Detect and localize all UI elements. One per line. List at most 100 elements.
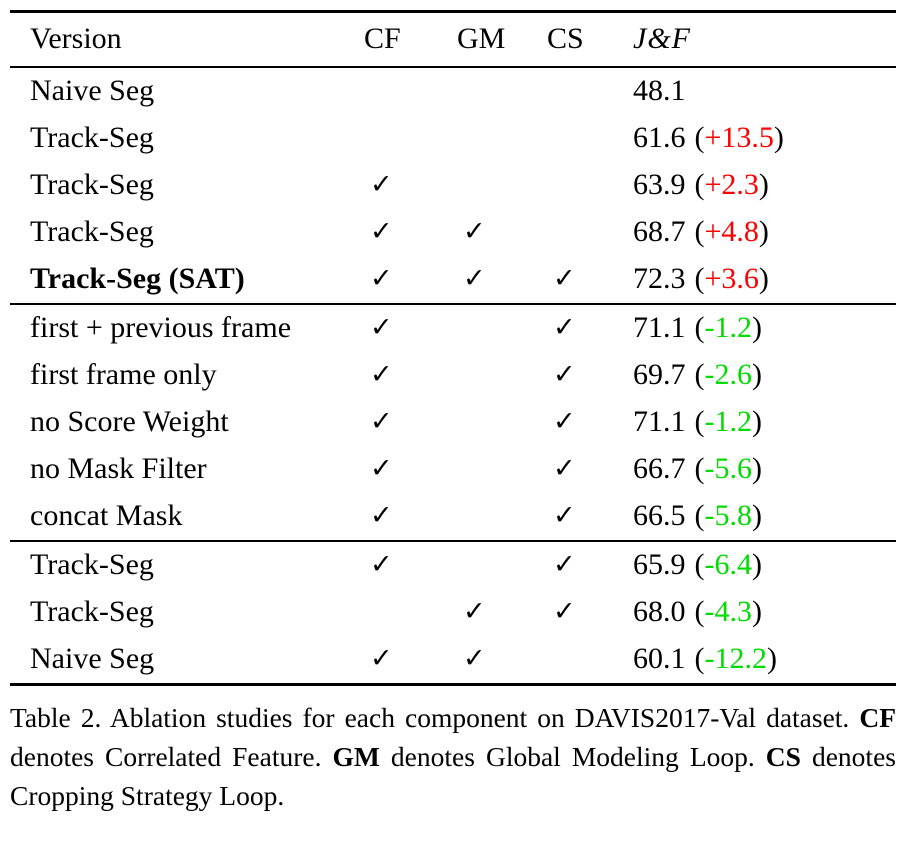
cf-check: ✓ — [370, 643, 393, 674]
paren-close: ) — [752, 452, 762, 485]
score-cell: 60.1 (-12.2) — [633, 636, 896, 685]
gm-check — [455, 446, 545, 493]
version-cell: concat Mask — [30, 499, 183, 532]
delta: (+13.5) — [695, 121, 784, 154]
paren-close: ) — [752, 311, 762, 344]
gm-check — [455, 352, 545, 399]
gm-check — [455, 304, 545, 352]
delta-value: -2.6 — [704, 358, 753, 391]
cf-check — [362, 589, 455, 636]
table-figure: Version CF GM CS J&F Naive Seg 48.1 Trac… — [10, 0, 896, 815]
gm-check — [455, 399, 545, 446]
paren-open: ( — [694, 262, 705, 295]
header-cf: CF — [364, 22, 401, 55]
cs-check: ✓ — [553, 406, 576, 437]
score-cell: 72.3 (+3.6) — [633, 256, 896, 304]
score-value: 68.7 — [633, 215, 686, 248]
score-value: 71.1 — [633, 405, 686, 438]
cs-check — [545, 209, 633, 256]
score-value: 65.9 — [633, 548, 686, 581]
paren-open: ( — [694, 452, 705, 485]
cf-check — [362, 115, 455, 162]
gm-check: ✓ — [463, 216, 486, 247]
gm-check — [455, 493, 545, 541]
version-cell: first frame only — [30, 358, 217, 391]
score-cell: 71.1 (-1.2) — [633, 399, 896, 446]
gm-check — [455, 115, 545, 162]
header-version: Version — [30, 22, 122, 55]
score-value: 66.7 — [633, 452, 686, 485]
score-value: 69.7 — [633, 358, 686, 391]
paren-open: ( — [694, 405, 705, 438]
score-value: 60.1 — [633, 642, 686, 675]
cs-check — [545, 115, 633, 162]
cs-check: ✓ — [553, 312, 576, 343]
delta-value: -1.2 — [704, 405, 753, 438]
cs-check — [545, 636, 633, 685]
delta: (-2.6) — [695, 358, 763, 391]
version-cell: Naive Seg — [30, 74, 155, 107]
paren-open: ( — [694, 548, 705, 581]
gm-check: ✓ — [463, 263, 486, 294]
gm-check: ✓ — [463, 596, 486, 627]
score-value: 66.5 — [633, 499, 686, 532]
gm-check — [455, 67, 545, 115]
paren-close: ) — [752, 499, 762, 532]
gm-check — [455, 541, 545, 589]
cs-check: ✓ — [553, 263, 576, 294]
table-row: Track-Seg ✓ ✓ 68.7 (+4.8) — [10, 209, 896, 256]
score-cell: 68.0 (-4.3) — [633, 589, 896, 636]
version-cell: Track-Seg — [30, 548, 154, 581]
delta: (-1.2) — [695, 311, 763, 344]
score-value: 61.6 — [633, 121, 686, 154]
score-cell: 69.7 (-2.6) — [633, 352, 896, 399]
paren-close: ) — [752, 405, 762, 438]
cf-check: ✓ — [370, 169, 393, 200]
delta: (+3.6) — [695, 262, 769, 295]
version-cell: Naive Seg — [30, 642, 155, 675]
caption-text: denotes Correlated Feature. — [10, 741, 333, 772]
version-cell: no Mask Filter — [30, 452, 207, 485]
header-cs: CS — [547, 22, 584, 55]
version-cell: Track-Seg (SAT) — [30, 262, 245, 295]
cf-check: ✓ — [370, 500, 393, 531]
caption-text: denotes Cropping Strategy Loop. — [10, 741, 896, 811]
caption-text: denotes Global Modeling Loop. — [379, 741, 766, 772]
ablation-table: Version CF GM CS J&F Naive Seg 48.1 Trac… — [10, 10, 896, 686]
table-row: Track-Seg ✓ ✓ 68.0 (-4.3) — [10, 589, 896, 636]
paren-close: ) — [773, 121, 784, 154]
paren-open: ( — [694, 215, 705, 248]
paren-close: ) — [758, 168, 769, 201]
delta-value: -5.8 — [704, 499, 753, 532]
version-cell: Track-Seg — [30, 168, 154, 201]
score-cell: 63.9 (+2.3) — [633, 162, 896, 209]
delta-value: -5.6 — [704, 452, 753, 485]
cf-check: ✓ — [370, 453, 393, 484]
table-row: no Score Weight ✓ ✓ 71.1 (-1.2) — [10, 399, 896, 446]
section-design-choices: first + previous frame ✓ ✓ 71.1 (-1.2) fi… — [10, 304, 896, 541]
score-cell: 61.6 (+13.5) — [633, 115, 896, 162]
delta-value: -12.2 — [704, 642, 768, 675]
paren-close: ) — [767, 642, 777, 675]
score-cell: 65.9 (-6.4) — [633, 541, 896, 589]
paren-open: ( — [694, 311, 705, 344]
table-caption: Table 2. Ablation studies for each compo… — [10, 698, 896, 815]
version-cell: no Score Weight — [30, 405, 229, 438]
paren-open: ( — [694, 358, 705, 391]
delta: (+4.8) — [695, 215, 769, 248]
paren-open: ( — [694, 499, 705, 532]
section-progressive: Naive Seg 48.1 Track-Seg 61.6 (+13.5) Tra… — [10, 67, 896, 304]
delta: (-4.3) — [695, 595, 763, 628]
paren-open: ( — [694, 168, 705, 201]
table-row: no Mask Filter ✓ ✓ 66.7 (-5.6) — [10, 446, 896, 493]
header-jf: J&F — [633, 22, 691, 55]
table-row: Track-Seg ✓ 63.9 (+2.3) — [10, 162, 896, 209]
cf-check: ✓ — [370, 263, 393, 294]
cs-check — [545, 162, 633, 209]
delta-value: -6.4 — [704, 548, 753, 581]
delta: (-6.4) — [695, 548, 763, 581]
cf-check — [362, 67, 455, 115]
caption-text: Table 2. Ablation studies for each compo… — [10, 702, 860, 733]
score-cell: 66.7 (-5.6) — [633, 446, 896, 493]
score-value: 68.0 — [633, 595, 686, 628]
